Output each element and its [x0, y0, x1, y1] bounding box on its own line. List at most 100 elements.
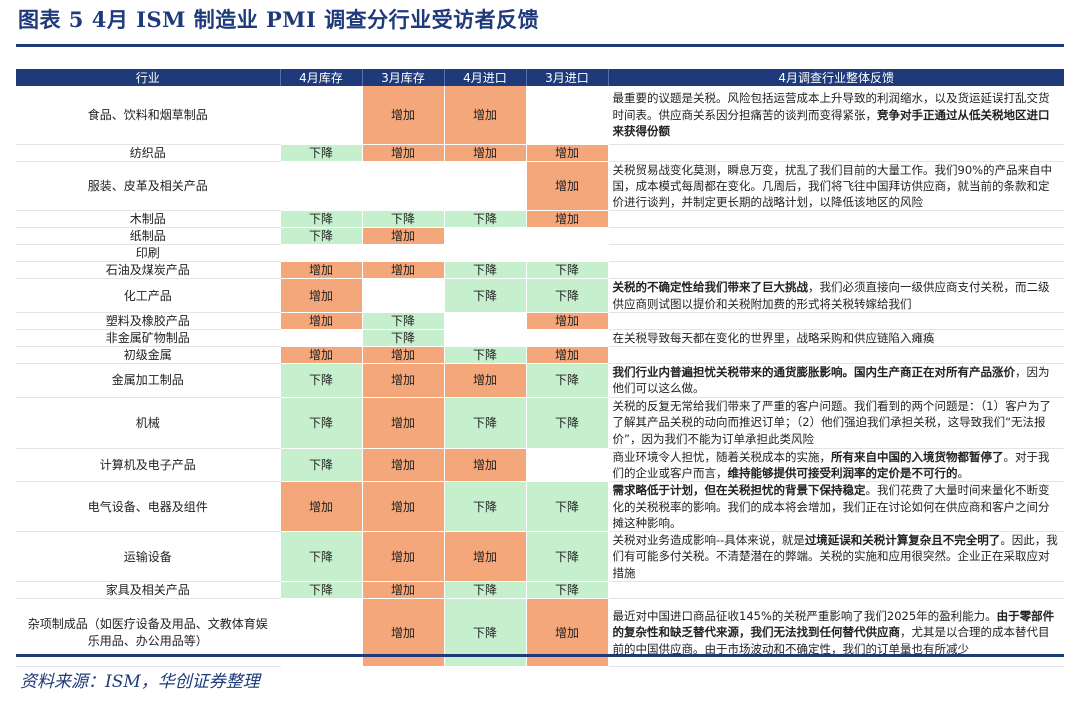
value-cell: 增加	[361, 531, 444, 583]
value-cell: 下降	[525, 261, 608, 280]
feedback-text: 。	[957, 465, 970, 480]
value-cell	[443, 329, 526, 347]
feedback-cell: 关税的不确定性给我们带来了巨大挑战，我们必须直接向一级供应商支付关税，而二级供应…	[607, 278, 1064, 313]
value-cell: 增加	[525, 210, 608, 229]
value-cell: 下降	[279, 144, 362, 162]
value-cell: 增加	[443, 531, 526, 583]
value-cell: 增加	[279, 346, 362, 364]
industry-cell: 纺织品	[16, 144, 280, 162]
value-cell: 下降	[361, 329, 444, 347]
value-cell: 增加	[361, 227, 444, 246]
value-cell: 增加	[361, 363, 444, 398]
industry-cell: 化工产品	[16, 278, 280, 313]
industry-cell: 运输设备	[16, 531, 280, 583]
feedback-text: 。对于我们的企业或客户而言，	[612, 449, 1050, 480]
feedback-cell: 关税的反复无常给我们带来了严重的客户问题。我们看到的两个问题是：（1）客户为了了…	[607, 397, 1064, 449]
industry-cell: 机械	[16, 397, 280, 449]
value-cell: 增加	[443, 363, 526, 398]
value-cell	[279, 161, 362, 212]
value-cell: 下降	[279, 397, 362, 449]
feedback-cell: 关税贸易战变化莫测，瞬息万变，扰乱了我们目前的大量工作。我们90%的产品来自中国…	[607, 161, 1064, 212]
feedback-cell	[607, 581, 1064, 600]
figure-title: 图表 5 4月 ISM 制造业 PMI 调查分行业受访者反馈	[18, 7, 540, 32]
feedback-cell	[607, 312, 1064, 330]
feedback-cell: 最重要的议题是关税。风险包括运营成本上升导致的利润缩水，以及货运延误打乱交货时间…	[607, 86, 1064, 145]
industry-cell: 石油及煤炭产品	[16, 261, 280, 280]
value-cell: 增加	[525, 346, 608, 364]
feedback-bold-text: 维持能够提供可接受利润率的定价是不可行的	[727, 465, 958, 480]
feedback-text: ，我们必须直接向一级供应商支付关税，而二级供应商则试图以提价和关税附加费的形式将…	[612, 280, 1050, 311]
value-cell	[525, 448, 608, 483]
industry-cell: 家具及相关产品	[16, 581, 280, 600]
value-cell: 下降	[525, 481, 608, 533]
feedback-bold-text: 我们行业内普遍担忧关税带来的通货膨胀影响。国内生产商正在对所有产品涨价	[612, 364, 1016, 379]
feedback-cell	[607, 210, 1064, 229]
value-cell: 增加	[361, 397, 444, 449]
feedback-cell	[607, 244, 1064, 263]
value-cell: 下降	[361, 210, 444, 229]
industry-cell: 塑料及橡胶产品	[16, 312, 280, 330]
value-cell	[525, 227, 608, 246]
value-cell: 下降	[279, 227, 362, 246]
value-cell: 下降	[443, 278, 526, 313]
value-cell: 增加	[525, 312, 608, 330]
feedback-cell	[607, 346, 1064, 364]
value-cell: 增加	[361, 448, 444, 483]
value-cell: 增加	[443, 86, 526, 145]
value-cell	[361, 278, 444, 313]
feedback-text: ，尤其是以合理的成本替代目前的中国供应商。由于市场波动和不确定性，我们的订单量也…	[612, 625, 1050, 656]
feedback-text: 最重要的议题是关税。风险包括运营成本上升导致的利润缩水，以及货运延误打乱交货时间…	[612, 91, 1050, 122]
value-cell: 增加	[279, 481, 362, 533]
header-mar-imports: 3月进口	[525, 69, 608, 86]
industry-cell: 非金属矿物制品	[16, 329, 280, 347]
bottom-rule	[16, 654, 1064, 657]
industry-cell: 初级金属	[16, 346, 280, 364]
value-cell: 增加	[525, 144, 608, 162]
value-cell: 下降	[279, 581, 362, 600]
value-cell	[525, 86, 608, 145]
feedback-cell: 商业环境令人担忧，随着关税成本的实施，所有来自中国的入境货物都暂停了。对于我们的…	[607, 448, 1064, 483]
value-cell: 增加	[361, 144, 444, 162]
feedback-bold-text: 竞争对手正通过从低关税地区进口来获得份额	[612, 107, 1050, 138]
feedback-cell	[607, 227, 1064, 246]
value-cell: 下降	[443, 210, 526, 229]
value-cell: 下降	[443, 261, 526, 280]
industry-cell: 纸制品	[16, 227, 280, 246]
source-note: 资料来源：ISM，华创证券整理	[20, 672, 260, 692]
industry-cell: 电气设备、电器及组件	[16, 481, 280, 533]
header-apr-inventory: 4月库存	[279, 69, 362, 86]
value-cell: 下降	[361, 312, 444, 330]
value-cell: 下降	[525, 581, 608, 600]
header-apr-imports: 4月进口	[443, 69, 526, 86]
value-cell: 增加	[443, 448, 526, 483]
value-cell: 增加	[361, 261, 444, 280]
value-cell: 下降	[443, 346, 526, 364]
industry-cell: 金属加工制品	[16, 363, 280, 398]
feedback-cell: 关税对业务造成影响--具体来说，就是过境延误和关税计算复杂且不完全明了。因此，我…	[607, 531, 1064, 583]
feedback-cell	[607, 144, 1064, 162]
feedback-text: 商业环境令人担忧，随着关税成本的实施，	[612, 449, 832, 464]
feedback-bold-text: 关税的不确定性给我们带来了巨大挑战	[612, 280, 809, 295]
feedback-text: 关税贸易战变化莫测，瞬息万变，扰乱了我们目前的大量工作。我们90%的产品来自中国…	[612, 162, 1053, 210]
industry-cell: 计算机及电子产品	[16, 448, 280, 483]
feedback-cell: 在关税导致每天都在变化的世界里，战略采购和供应链陷入瘫痪	[607, 329, 1064, 347]
value-cell	[443, 161, 526, 212]
value-cell: 下降	[525, 531, 608, 583]
value-cell: 下降	[525, 363, 608, 398]
feedback-bold-text: 需求略低于计划，但在关税担忧的背景下保持稳定	[612, 483, 866, 498]
value-cell: 下降	[525, 397, 608, 449]
value-cell	[443, 227, 526, 246]
feedback-text: 在关税导致每天都在变化的世界里，战略采购和供应链陷入瘫痪	[612, 330, 935, 345]
value-cell: 下降	[525, 278, 608, 313]
header-industry: 行业	[16, 69, 280, 86]
table-header-row: 行业 4月库存 3月库存 4月进口 3月进口 4月调查行业整体反馈	[16, 69, 1064, 86]
value-cell: 下降	[279, 448, 362, 483]
value-cell	[443, 312, 526, 330]
value-cell: 增加	[361, 581, 444, 600]
industry-feedback-table: 行业 4月库存 3月库存 4月进口 3月进口 4月调查行业整体反馈 食品、饮料和…	[16, 69, 1064, 668]
value-cell	[361, 244, 444, 263]
value-cell: 增加	[279, 312, 362, 330]
industry-cell: 服装、皮革及相关产品	[16, 161, 280, 212]
value-cell	[525, 244, 608, 263]
value-cell	[279, 244, 362, 263]
